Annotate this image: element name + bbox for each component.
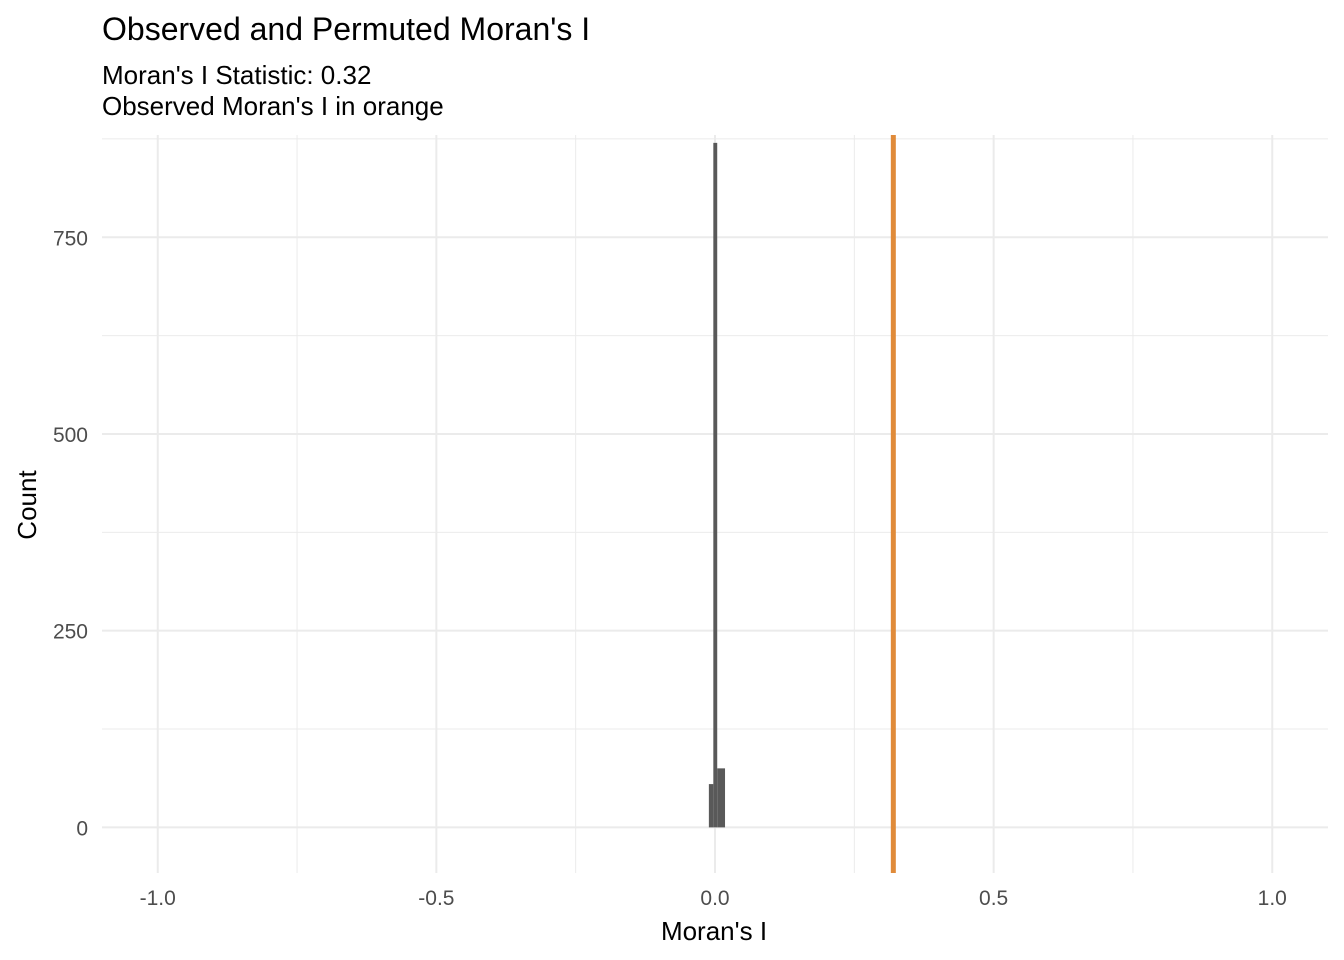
x-tick-label: 1.0 <box>1258 887 1287 910</box>
y-tick-label: 750 <box>53 227 88 250</box>
y-tick-label: 250 <box>53 621 88 644</box>
x-axis-title: Moran's I <box>661 916 767 946</box>
x-tick-label: -0.5 <box>418 887 454 910</box>
x-tick-label: 0.5 <box>979 887 1008 910</box>
chart-title: Observed and Permuted Moran's I <box>102 11 591 47</box>
histogram-bar-1 <box>713 142 718 828</box>
histogram-bar-0 <box>708 784 714 828</box>
chart-subtitle-legend-note: Observed Moran's I in orange <box>102 91 444 121</box>
x-axis-tick-labels: -1.0 -0.5 0.0 0.5 1.0 <box>140 887 1287 910</box>
y-axis-tick-labels: 0 250 500 750 <box>53 227 88 840</box>
chart-subtitle-statistic: Moran's I Statistic: 0.32 <box>102 60 372 90</box>
y-tick-label: 0 <box>76 817 88 840</box>
y-axis-title: Count <box>12 470 42 540</box>
x-tick-label: -1.0 <box>140 887 176 910</box>
y-tick-label: 500 <box>53 424 88 447</box>
histogram-bar-2 <box>717 768 726 828</box>
x-tick-label: 0.0 <box>700 887 729 910</box>
histogram-bars <box>708 142 726 828</box>
